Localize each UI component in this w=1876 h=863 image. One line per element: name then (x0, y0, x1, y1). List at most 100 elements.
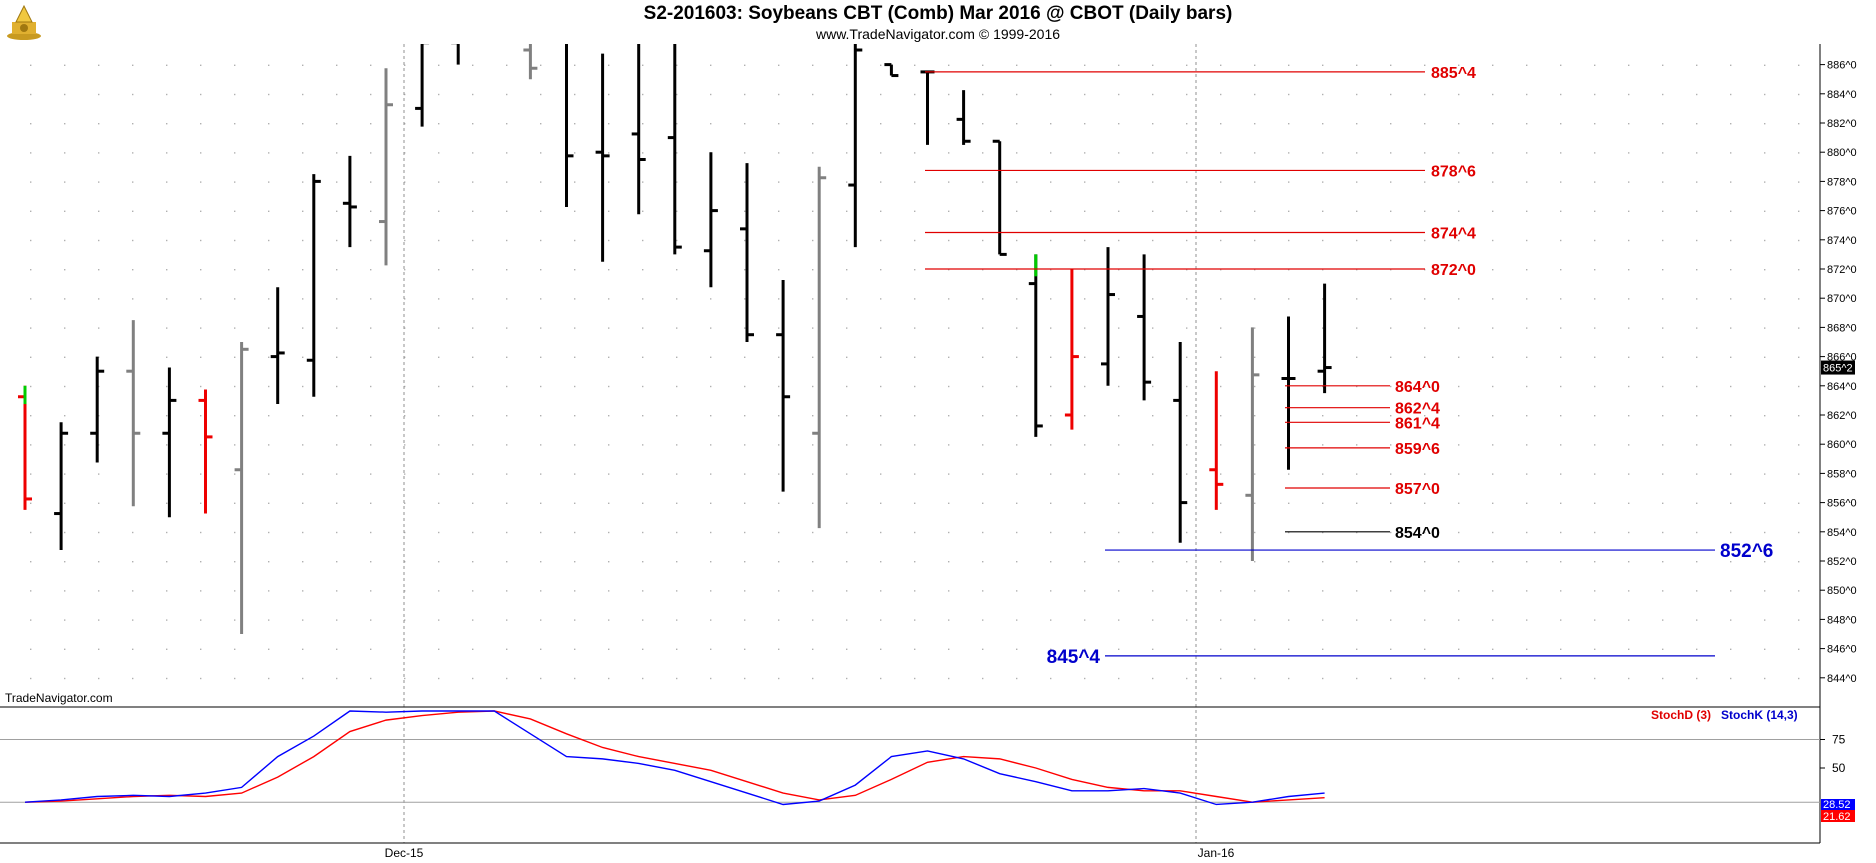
grid-dot (1186, 385, 1188, 388)
grid-dot (540, 239, 542, 242)
price-tick-label: 886^0 (1827, 60, 1857, 72)
grid-dot (642, 619, 644, 621)
grid-dot (982, 181, 984, 183)
grid-dot (982, 356, 984, 358)
grid-dot (574, 561, 576, 563)
grid-dot (1662, 327, 1664, 329)
grid-dot (1016, 181, 1018, 183)
grid-dot (132, 210, 134, 212)
grid-dot (642, 444, 644, 446)
grid-dot (200, 181, 202, 183)
grid-dot (982, 590, 984, 592)
grid-dot (1050, 648, 1052, 650)
grid-dot (1560, 269, 1562, 271)
grid-dot (1322, 590, 1324, 592)
grid-dot (642, 356, 644, 358)
price-tick-label: 860^0 (1827, 439, 1857, 451)
grid-dot (64, 181, 66, 183)
grid-dot (268, 298, 270, 300)
grid-dot (540, 356, 542, 358)
grid-dot (1628, 502, 1630, 504)
ohlc-bar (198, 389, 213, 514)
grid-dot (1764, 269, 1766, 271)
grid-dot (812, 531, 814, 534)
grid-dot (1322, 619, 1324, 621)
grid-dot (1764, 152, 1766, 154)
grid-dot (914, 473, 916, 475)
grid-dot (676, 152, 678, 154)
grid-dot (1356, 502, 1358, 504)
price-level-label: 857^0 (1395, 481, 1440, 498)
grid-dot (880, 677, 882, 680)
grid-dot (1220, 561, 1222, 563)
grid-dot (1560, 561, 1562, 563)
grid-dot (1424, 123, 1426, 125)
price-level-label: 872^0 (1431, 262, 1476, 279)
grid-dot (98, 210, 100, 212)
grid-dot (574, 298, 576, 300)
grid-dot (1220, 385, 1222, 388)
grid-dot (1186, 356, 1188, 358)
grid-dot (1424, 93, 1426, 96)
grid-dot (1152, 385, 1154, 388)
grid-dot (710, 590, 712, 592)
grid-dot (132, 152, 134, 154)
grid-dot (1186, 590, 1188, 592)
grid-dot (608, 64, 610, 66)
ohlc-bar (1173, 342, 1188, 543)
grid-dot (948, 93, 950, 96)
grid-dot (710, 93, 712, 96)
grid-dot (1628, 677, 1630, 680)
grid-dot (1356, 239, 1358, 242)
grid-dot (404, 327, 406, 329)
grid-dot (1322, 502, 1324, 504)
grid-dot (506, 502, 508, 504)
grid-dot (1186, 269, 1188, 271)
grid-dot (1288, 561, 1290, 563)
grid-dot (778, 210, 780, 212)
grid-dot (1526, 64, 1528, 66)
grid-dot (1424, 327, 1426, 329)
grid-dot (948, 269, 950, 271)
grid-dot (438, 210, 440, 212)
grid-dot (64, 385, 66, 388)
grid-dot (642, 590, 644, 592)
grid-dot (1050, 385, 1052, 388)
grid-dot (1730, 64, 1732, 66)
grid-dot (948, 385, 950, 388)
grid-dot (1186, 619, 1188, 621)
grid-dot (710, 619, 712, 621)
grid-dot (370, 64, 372, 66)
grid-dot (1016, 93, 1018, 96)
grid-dot (404, 181, 406, 183)
grid-dot (1458, 502, 1460, 504)
grid-dot (778, 619, 780, 621)
grid-dot (1152, 531, 1154, 534)
grid-dot (30, 590, 32, 592)
grid-dot (676, 327, 678, 329)
grid-dot (1356, 590, 1358, 592)
grid-dot (1526, 327, 1528, 329)
grid-dot (880, 502, 882, 504)
grid-dot (98, 531, 100, 534)
grid-dot (30, 473, 32, 475)
grid-dot (642, 677, 644, 680)
grid-dot (438, 561, 440, 563)
grid-dot (1424, 473, 1426, 475)
grid-dot (778, 239, 780, 242)
grid-dot (1220, 502, 1222, 504)
grid-dot (30, 123, 32, 125)
grid-dot (1186, 152, 1188, 154)
grid-dot (1696, 648, 1698, 650)
grid-dot (472, 298, 474, 300)
grid-dot (1050, 64, 1052, 66)
grid-dot (166, 385, 168, 388)
grid-dot (1220, 473, 1222, 475)
ohlc-bar (956, 90, 971, 145)
grid-dot (1050, 356, 1052, 358)
price-tick-label: 846^0 (1827, 644, 1857, 656)
grid-dot (1526, 648, 1528, 650)
grid-dot (1118, 181, 1120, 183)
grid-dot (1662, 444, 1664, 446)
grid-dot (336, 298, 338, 300)
